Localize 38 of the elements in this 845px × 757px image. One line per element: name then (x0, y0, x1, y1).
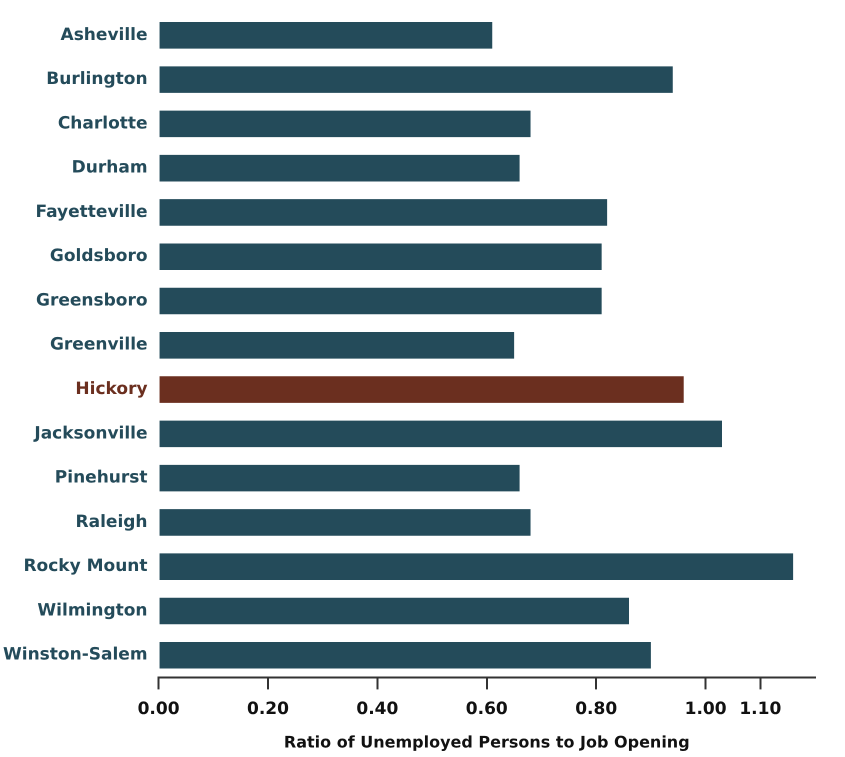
y-tick-label: Asheville (60, 24, 148, 45)
bar (160, 509, 531, 536)
bar (160, 288, 602, 314)
y-tick-label: Greenville (50, 334, 148, 355)
bar (160, 464, 520, 492)
bar (160, 332, 514, 359)
bar (160, 553, 794, 580)
x-tick-label: 0.60 (466, 699, 508, 720)
y-tick-label: Winston-Salem (2, 644, 148, 665)
y-tick-label: Durham (72, 158, 148, 178)
bar (160, 199, 608, 226)
y-tick-label: Wilmington (37, 600, 148, 620)
bar (160, 110, 531, 138)
x-tick-label: 0.00 (138, 699, 180, 720)
bar (160, 642, 651, 669)
x-tick-label: 1.10 (739, 699, 782, 720)
y-tick-label: Burlington (46, 69, 148, 90)
y-tick-label: Fayetteville (35, 202, 148, 222)
y-tick-label: Hickory (75, 379, 148, 399)
y-tick-label: Goldsboro (50, 246, 148, 266)
y-tick-label: Jacksonville (33, 423, 148, 444)
y-tick-label: Charlotte (58, 113, 148, 134)
x-axis-title: Ratio of Unemployed Persons to Job Opening (284, 732, 690, 752)
bar (160, 66, 673, 93)
x-tick-label: 1.00 (684, 699, 727, 720)
x-tick-label: 0.20 (246, 699, 290, 720)
bar (160, 154, 520, 182)
bar (160, 22, 492, 49)
bar (160, 420, 722, 448)
bar (160, 598, 630, 624)
y-tick-label: Rocky Mount (23, 556, 148, 576)
x-tick-label: 0.80 (575, 699, 618, 720)
bar (160, 243, 602, 270)
y-tick-label: Pinehurst (54, 468, 148, 488)
x-tick-label: 0.40 (356, 699, 399, 720)
y-tick-label: Raleigh (76, 512, 148, 532)
y-tick-label: Greensboro (36, 290, 148, 310)
bar (160, 376, 684, 403)
